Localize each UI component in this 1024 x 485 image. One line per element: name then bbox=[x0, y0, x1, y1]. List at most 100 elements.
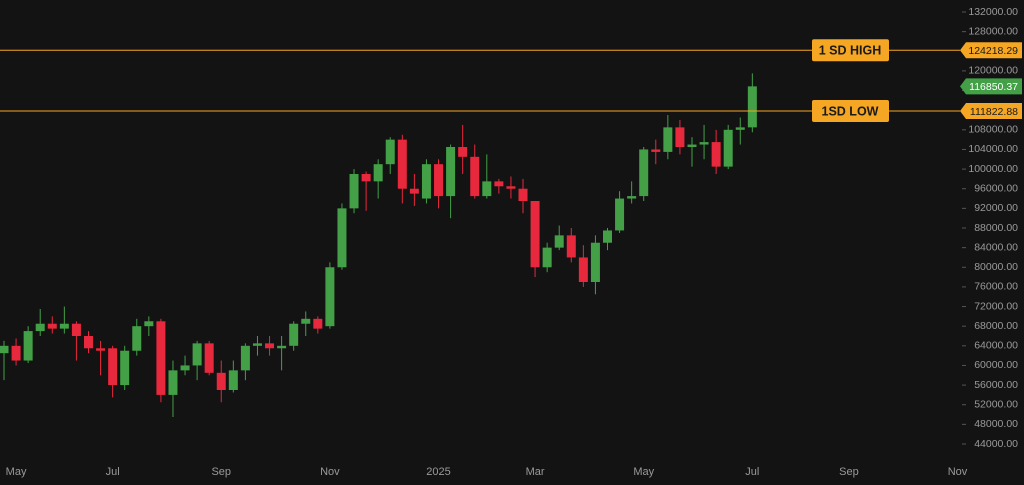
candle-body bbox=[675, 127, 685, 148]
candle-body bbox=[615, 198, 625, 231]
candle-body bbox=[228, 370, 238, 390]
candle-body bbox=[204, 343, 214, 373]
candle-body bbox=[663, 127, 673, 152]
candle-body bbox=[96, 348, 106, 351]
candle-body bbox=[554, 235, 564, 248]
candle-body bbox=[506, 186, 516, 189]
y-tick-label: 48000.00 bbox=[974, 418, 1018, 430]
y-tick-label: 96000.00 bbox=[974, 183, 1018, 195]
candle-body bbox=[542, 247, 552, 268]
candle-body bbox=[651, 149, 661, 152]
candle-body bbox=[156, 321, 166, 395]
level-tag bbox=[960, 42, 1022, 59]
candle-body bbox=[301, 318, 311, 324]
candle-body bbox=[639, 149, 649, 197]
level-badge-label: 1 SD HIGH bbox=[819, 44, 882, 58]
candle-body bbox=[699, 142, 709, 145]
x-tick-label: Jul bbox=[106, 466, 120, 478]
candle-body bbox=[59, 323, 69, 329]
y-tick-label: 120000.00 bbox=[968, 65, 1018, 77]
candle-body bbox=[168, 370, 178, 395]
price-tag bbox=[960, 78, 1022, 95]
y-tick-label: 44000.00 bbox=[974, 438, 1018, 450]
candle-body bbox=[530, 200, 540, 268]
candle-body bbox=[687, 144, 697, 148]
x-tick-label: Nov bbox=[320, 466, 340, 478]
level-badge bbox=[812, 100, 889, 123]
y-tick-label: 128000.00 bbox=[968, 25, 1018, 37]
candle-body bbox=[265, 343, 275, 349]
candle-body bbox=[289, 323, 299, 346]
candle-body bbox=[216, 372, 226, 390]
y-tick-label: 84000.00 bbox=[974, 241, 1018, 253]
y-tick-label: 60000.00 bbox=[974, 359, 1018, 371]
x-tick-label: Mar bbox=[526, 466, 545, 478]
candle-body bbox=[735, 127, 745, 130]
candle-body bbox=[108, 348, 118, 386]
y-tick-label: 88000.00 bbox=[974, 222, 1018, 234]
y-tick-label: 56000.00 bbox=[974, 379, 1018, 391]
candle-body bbox=[434, 164, 444, 197]
level-badge-label: 1SD LOW bbox=[822, 104, 879, 118]
candle-body bbox=[277, 345, 287, 349]
x-tick-label: Nov bbox=[948, 466, 968, 478]
x-tick-label: May bbox=[6, 466, 27, 478]
candle-body bbox=[180, 365, 190, 371]
candle-body bbox=[723, 129, 733, 167]
candle-body bbox=[71, 323, 81, 336]
candle-body bbox=[397, 139, 407, 189]
candle-body bbox=[11, 345, 21, 361]
candle-body bbox=[470, 156, 480, 197]
candle-body bbox=[83, 335, 93, 349]
candle-body bbox=[627, 196, 637, 199]
candle-body bbox=[578, 257, 588, 282]
candle-body bbox=[458, 147, 468, 157]
candle-body bbox=[0, 345, 9, 354]
candle-body bbox=[337, 208, 347, 268]
level-badge bbox=[812, 39, 889, 62]
x-tick-label: Sep bbox=[211, 466, 231, 478]
candle-body bbox=[120, 350, 130, 386]
candle-body bbox=[385, 139, 395, 165]
y-tick-label: 68000.00 bbox=[974, 320, 1018, 332]
candle-body bbox=[409, 188, 419, 194]
y-tick-label: 76000.00 bbox=[974, 281, 1018, 293]
candle-body bbox=[566, 235, 576, 258]
y-tick-label: 92000.00 bbox=[974, 202, 1018, 214]
y-tick-label: 104000.00 bbox=[968, 143, 1018, 155]
candle-body bbox=[747, 86, 757, 128]
candle-body bbox=[482, 181, 492, 197]
y-tick-label: 72000.00 bbox=[974, 300, 1018, 312]
candle-body bbox=[373, 164, 383, 182]
y-tick-label: 52000.00 bbox=[974, 399, 1018, 411]
x-tick-label: Sep bbox=[839, 466, 859, 478]
candle-body bbox=[23, 331, 33, 361]
level-tag-label: 111822.88 bbox=[970, 106, 1018, 118]
candle-body bbox=[590, 242, 600, 282]
candle-body bbox=[349, 174, 359, 209]
candle-body bbox=[132, 326, 142, 351]
candle-body bbox=[494, 181, 504, 187]
price-tag-label: 116850.37 bbox=[969, 81, 1018, 93]
level-tag bbox=[960, 103, 1022, 120]
candle-body bbox=[446, 147, 456, 197]
candle-body bbox=[252, 343, 262, 346]
candle-body bbox=[711, 142, 721, 167]
candle-body bbox=[603, 230, 612, 243]
x-tick-label: 2025 bbox=[426, 466, 450, 478]
candle-body bbox=[325, 267, 335, 327]
candle-body bbox=[361, 174, 371, 182]
y-tick-label: 132000.00 bbox=[968, 6, 1018, 18]
candle-body bbox=[421, 164, 431, 199]
candle-body bbox=[313, 318, 323, 329]
candle-body bbox=[192, 343, 202, 366]
y-tick-label: 108000.00 bbox=[968, 124, 1018, 136]
y-tick-label: 100000.00 bbox=[968, 163, 1018, 175]
x-tick-label: Jul bbox=[745, 466, 759, 478]
y-tick-label: 64000.00 bbox=[974, 340, 1018, 352]
candle-body bbox=[518, 188, 528, 201]
candle-body bbox=[240, 345, 250, 371]
